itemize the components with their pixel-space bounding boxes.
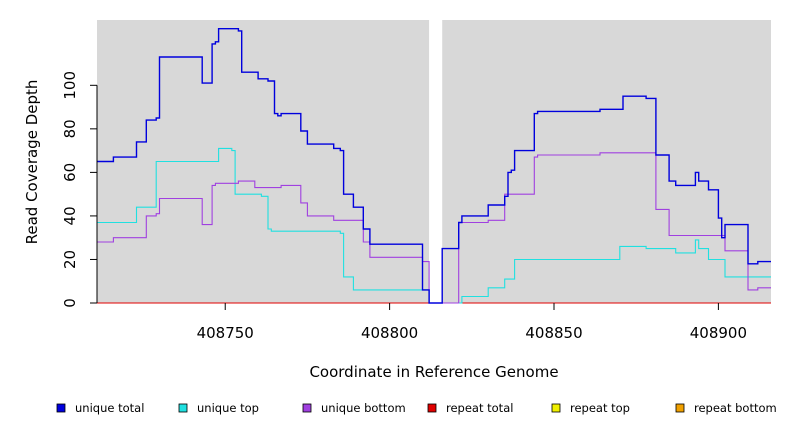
legend-swatch <box>551 403 561 413</box>
legend-label: repeat top <box>570 401 630 415</box>
legend-label: repeat bottom <box>694 401 777 415</box>
legend-swatch <box>302 403 312 413</box>
y-tick-label: 0 <box>61 298 79 308</box>
y-tick-label: 60 <box>61 163 79 182</box>
legend: unique total unique top unique bottom repea… <box>56 401 777 415</box>
y-tick-label: 100 <box>61 71 79 100</box>
x-tick-label: 408850 <box>525 324 582 342</box>
axis-layer: 0 20 40 60 80 100 408750 408800 408850 408900 <box>61 71 747 342</box>
legend-label: unique total <box>75 401 144 415</box>
legend-item-repeat-total: repeat total <box>427 401 513 415</box>
legend-item-unique-bottom: unique bottom <box>302 401 406 415</box>
gap-region <box>429 20 443 303</box>
legend-item-repeat-top: repeat top <box>551 401 630 415</box>
y-axis-title: Read Coverage Depth <box>23 80 41 245</box>
y-tick-label: 40 <box>61 206 79 225</box>
legend-label: unique bottom <box>321 401 406 415</box>
x-axis-title: Coordinate in Reference Genome <box>309 363 558 381</box>
y-tick-label: 80 <box>61 119 79 138</box>
legend-label: repeat total <box>446 401 513 415</box>
legend-label: unique top <box>197 401 259 415</box>
x-tick-label: 408900 <box>690 324 747 342</box>
legend-swatch <box>675 403 685 413</box>
x-tick-label: 408750 <box>197 324 254 342</box>
y-tick-label: 20 <box>61 250 79 269</box>
x-tick-label: 408800 <box>361 324 418 342</box>
legend-item-unique-total: unique total <box>56 401 144 415</box>
legend-swatch <box>56 403 66 413</box>
legend-item-unique-top: unique top <box>178 401 259 415</box>
legend-item-repeat-bottom: repeat bottom <box>675 401 777 415</box>
legend-swatch <box>178 403 188 413</box>
legend-swatch <box>427 403 437 413</box>
series-layer <box>97 28 771 304</box>
series-line-unique-total <box>97 28 771 304</box>
